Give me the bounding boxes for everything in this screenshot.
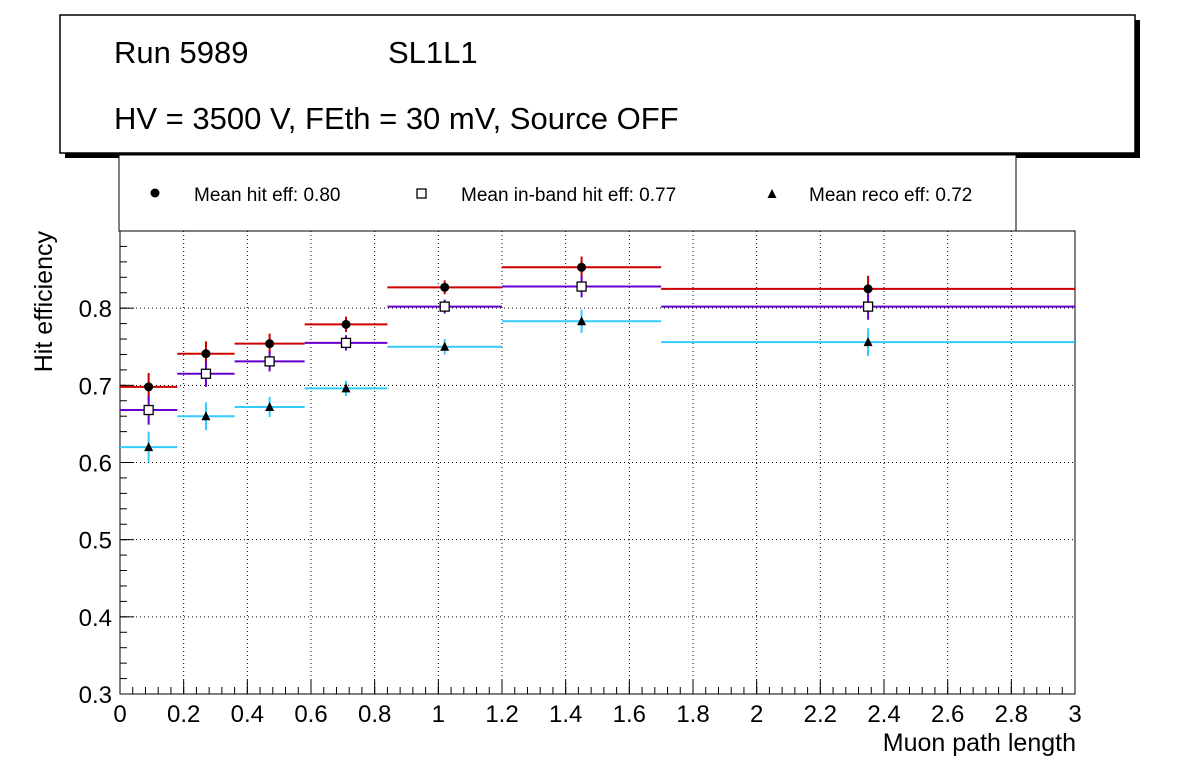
series-hit — [120, 256, 1075, 401]
x-tick-label: 0.2 — [167, 701, 200, 728]
hit-point — [577, 262, 587, 272]
legend-frame — [118, 154, 1017, 232]
title-box: Run 5989 SL1L1 HV = 3500 V, FEth = 30 mV… — [59, 14, 1140, 158]
hit-point — [144, 382, 154, 392]
conditions-label: HV = 3500 V, FEth = 30 mV, Source OFF — [114, 101, 679, 136]
legend-inband-marker — [416, 188, 427, 199]
run-label: Run 5989 — [114, 35, 248, 70]
hit-point — [863, 284, 873, 294]
grid — [120, 231, 1075, 694]
reco-point — [341, 383, 351, 393]
inband-point — [143, 404, 154, 416]
legend-reco-label: Mean reco eff: 0.72 — [809, 185, 972, 206]
axes: 0 0.2 0.4 0.6 0.8 1 1.2 1.4 1.6 1.8 2 2.2 2.4 2.6 2.8 3… — [79, 230, 1082, 728]
hit-point — [440, 282, 450, 292]
inband-point — [439, 301, 450, 312]
x-tick-label: 0.8 — [358, 701, 391, 728]
x-tick-label: 1.6 — [613, 701, 646, 728]
hit-point — [201, 349, 211, 359]
reco-point — [577, 316, 587, 326]
reco-point — [863, 337, 873, 347]
x-tick-label: 1.2 — [485, 701, 518, 728]
legend-hit-label: Mean hit eff: 0.80 — [194, 185, 340, 206]
x-tick-label: 0 — [113, 701, 126, 728]
x-axis-title: Muon path length — [883, 729, 1076, 757]
hit-point — [265, 339, 275, 349]
x-tick-label: 1.8 — [676, 701, 709, 728]
x-tick-label: 2.8 — [995, 701, 1028, 728]
reco-point — [265, 401, 275, 411]
series-reco — [120, 309, 1075, 463]
inband-point — [576, 281, 587, 292]
reco-point — [201, 411, 211, 421]
y-tick-label: 0.4 — [79, 605, 112, 632]
series-inband — [120, 275, 1075, 425]
inband-point — [862, 301, 874, 312]
x-tick-label: 1.4 — [549, 701, 582, 728]
x-tick-label: 2.6 — [931, 701, 964, 728]
x-tick-label: 1 — [432, 701, 445, 728]
x-tick-label: 2 — [750, 701, 763, 728]
y-tick-label: 0.5 — [79, 528, 112, 555]
x-tick-label: 3 — [1068, 701, 1081, 728]
inband-point — [200, 368, 212, 379]
data-series — [120, 256, 1075, 463]
x-tick-label: 2.2 — [804, 701, 837, 728]
y-tick-label: 0.8 — [79, 296, 112, 323]
hit-point — [341, 319, 351, 329]
x-tick-label: 2.4 — [867, 701, 900, 728]
reco-point — [144, 442, 154, 452]
legend: Mean hit eff: 0.80 Mean in-band hit eff:… — [118, 154, 1017, 232]
y-tick-label: 0.7 — [79, 373, 112, 400]
legend-reco-marker — [767, 189, 777, 198]
x-tick-label: 0.4 — [231, 701, 264, 728]
x-tick-label: 0.6 — [294, 701, 327, 728]
inband-point — [340, 337, 352, 349]
layer-label: SL1L1 — [388, 35, 478, 70]
y-tick-label: 0.3 — [79, 682, 112, 709]
y-axis-title: Hit efficiency — [30, 231, 58, 373]
reco-point — [440, 341, 450, 351]
plot-frame — [119, 230, 1076, 695]
title-box-frame — [59, 14, 1136, 154]
legend-hit-marker — [150, 188, 160, 198]
inband-point — [264, 356, 275, 367]
y-tick-label: 0.6 — [79, 451, 112, 478]
legend-inband-label: Mean in-band hit eff: 0.77 — [461, 185, 676, 206]
